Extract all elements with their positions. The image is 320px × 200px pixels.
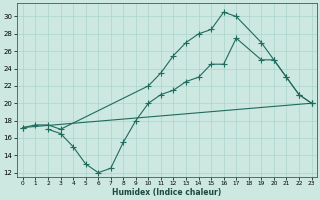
X-axis label: Humidex (Indice chaleur): Humidex (Indice chaleur) xyxy=(112,188,221,197)
